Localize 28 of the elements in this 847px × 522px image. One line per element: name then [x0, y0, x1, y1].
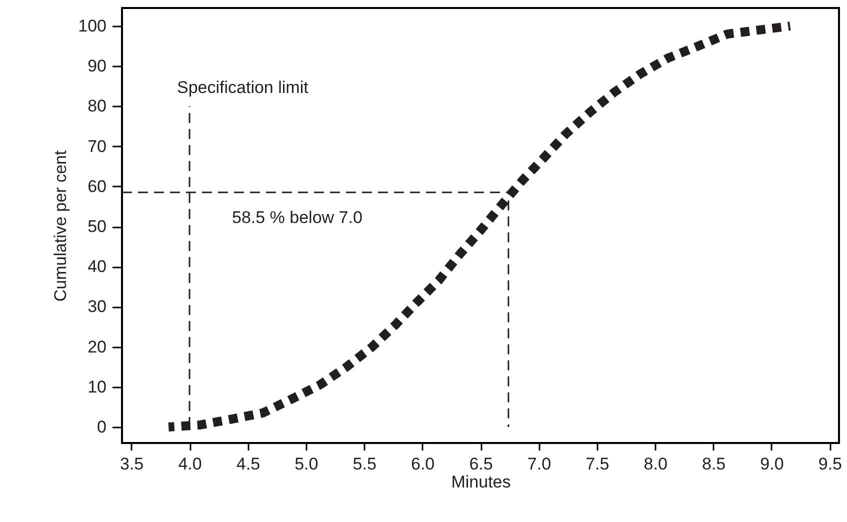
y-axis-title: Cumulative per cent: [51, 150, 70, 302]
x-tick-label: 4.5: [236, 454, 260, 474]
y-tick-label: 10: [88, 377, 106, 396]
x-tick-label: 3.5: [120, 454, 144, 474]
x-axis-title: Minutes: [451, 472, 511, 492]
x-tick-label: 7.0: [527, 454, 552, 474]
x-tick-label: 7.5: [586, 454, 610, 474]
y-tick-label: 60: [88, 176, 106, 196]
x-tick-label: 8.5: [702, 454, 726, 474]
x-tick-label: 6.5: [469, 454, 493, 474]
x-tick-label: 9.0: [760, 454, 784, 474]
annotation: Specification limit: [177, 78, 309, 97]
x-tick-label: 6.0: [410, 454, 435, 474]
y-tick-label: 30: [88, 297, 106, 316]
x-tick-label: 5.0: [294, 454, 318, 474]
y-tick-label: 0: [97, 417, 106, 436]
y-tick-label: 70: [88, 136, 106, 156]
y-tick-label: 20: [88, 337, 106, 356]
y-tick-label: 40: [88, 257, 106, 276]
x-tick-label: 4.0: [178, 454, 202, 474]
y-tick-label: 100: [78, 16, 106, 36]
x-tick-label: 9.5: [818, 454, 842, 474]
y-tick-label: 90: [88, 56, 106, 76]
x-tick-label: 8.0: [644, 454, 668, 474]
annotation: 58.5 % below 7.0: [232, 208, 362, 227]
x-tick-label: 5.5: [352, 454, 376, 474]
y-tick-label: 80: [88, 96, 106, 116]
y-tick-label: 50: [88, 217, 106, 236]
